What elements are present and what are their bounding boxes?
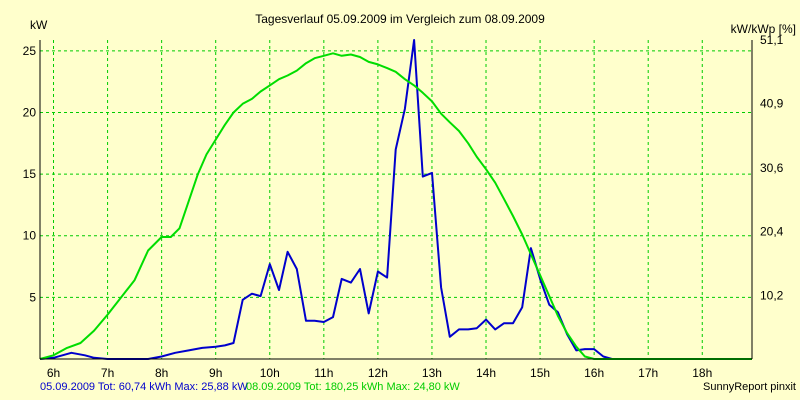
series-line-1 xyxy=(39,39,752,360)
x-tick-label: 18h xyxy=(692,366,712,380)
x-tick-label: 14h xyxy=(476,366,496,380)
x-tick-label: 7h xyxy=(101,366,114,380)
x-tick-label: 6h xyxy=(47,366,60,380)
x-tick-label: 16h xyxy=(584,366,604,380)
series-1-summary: 05.09.2009 Tot: 60,74 kWh Max: 25,88 kW xyxy=(40,381,248,393)
x-tick-label: 8h xyxy=(155,366,168,380)
y-tick-label-right: 51,1 xyxy=(760,33,784,47)
y-tick-label-right: 20,4 xyxy=(760,225,784,239)
credit-text: SunnyReport pinxit xyxy=(703,381,796,393)
y-tick-label-right: 10,2 xyxy=(760,288,784,302)
series-line-2 xyxy=(39,52,752,360)
series-2-summary: 08.09.2009 Tot: 180,25 kWh Max: 24,80 kW xyxy=(246,381,460,393)
y-axis-left-label: kW xyxy=(30,18,48,32)
x-tick-label: 9h xyxy=(209,366,222,380)
y-axis-right-label: kW/kWp [%] xyxy=(731,22,796,36)
y-tick-label-left: 5 xyxy=(29,290,36,304)
x-tick-label: 17h xyxy=(638,366,658,380)
y-tick-label-left: 20 xyxy=(23,105,37,119)
chart-title: Tagesverlauf 05.09.2009 im Vergleich zum… xyxy=(255,12,545,26)
y-tick-label-right: 40,9 xyxy=(760,97,784,111)
x-tick-label: 11h xyxy=(314,366,333,380)
x-tick-label: 15h xyxy=(530,366,550,380)
x-tick-label: 13h xyxy=(422,366,442,380)
y-tick-label-left: 25 xyxy=(23,44,37,58)
x-tick-label: 12h xyxy=(368,366,388,380)
y-tick-label-right: 30,6 xyxy=(760,161,784,175)
x-tick-label: 10h xyxy=(260,366,280,380)
y-tick-label-left: 15 xyxy=(23,167,37,181)
y-tick-label-left: 10 xyxy=(23,229,37,243)
